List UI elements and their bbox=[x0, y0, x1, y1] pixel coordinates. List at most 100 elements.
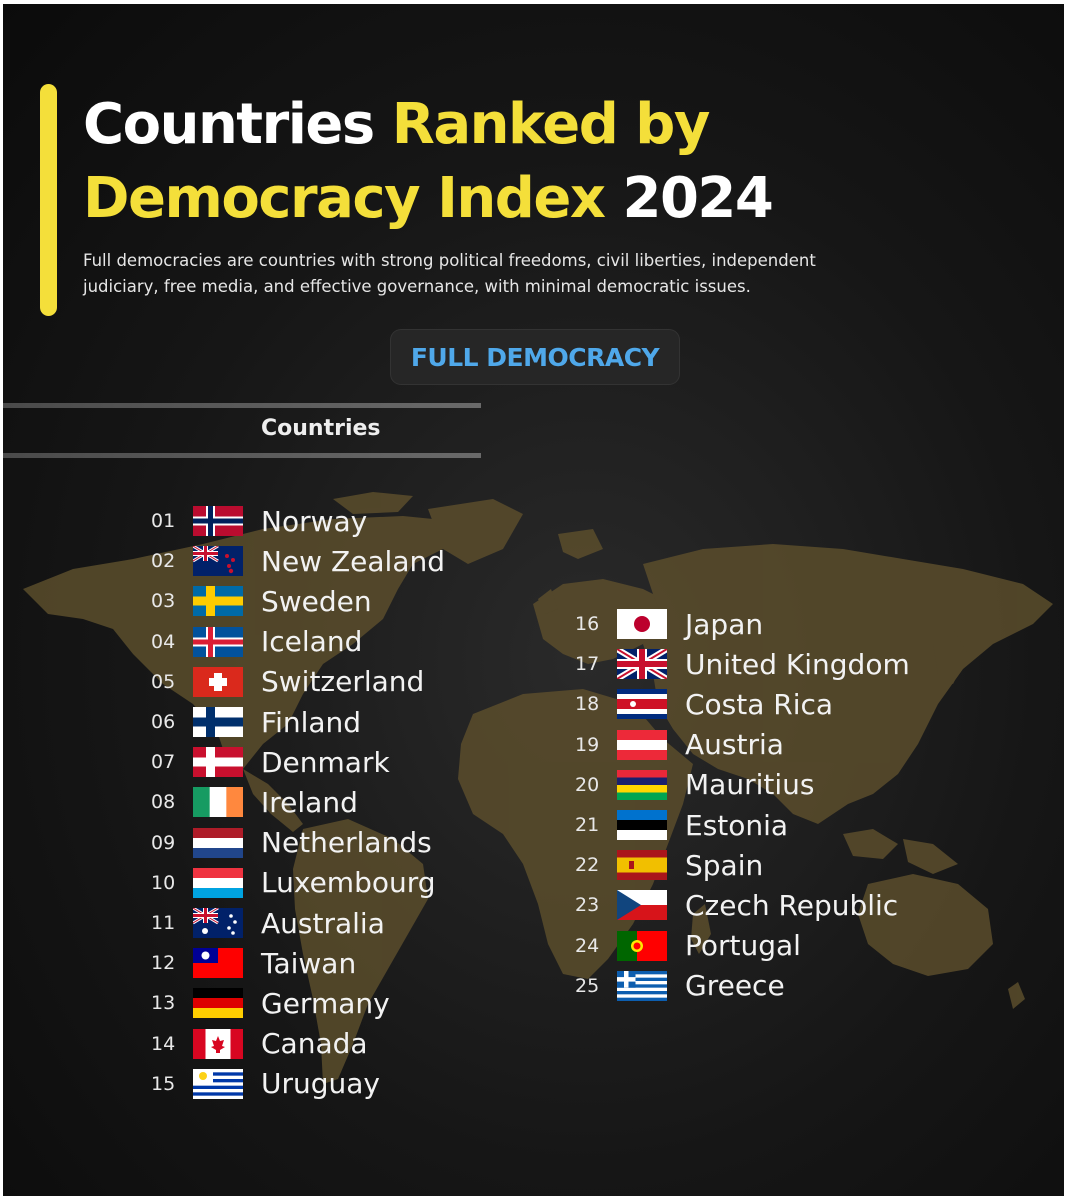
estonia-flag-icon bbox=[617, 810, 667, 840]
spain-flag-icon bbox=[617, 850, 667, 881]
country-name: Japan bbox=[685, 607, 764, 641]
country-rank: 25 bbox=[575, 974, 600, 997]
costa-rica-flag-icon bbox=[617, 689, 667, 720]
country-row: 09 Netherlands bbox=[151, 823, 432, 863]
country-rank: 09 bbox=[151, 831, 176, 854]
country-name: Czech Republic bbox=[685, 888, 899, 922]
country-name: Denmark bbox=[261, 745, 390, 779]
title-accent-bar bbox=[40, 84, 57, 316]
taiwan-flag-icon bbox=[193, 948, 243, 979]
country-rank: 05 bbox=[151, 670, 176, 693]
category-badge: FULL DEMOCRACY bbox=[391, 330, 679, 384]
country-rank: 13 bbox=[151, 992, 176, 1015]
country-name: United Kingdom bbox=[685, 647, 910, 681]
subtitle-line-1: Full democracies are countries with stro… bbox=[83, 251, 816, 270]
header-divider-top bbox=[3, 403, 481, 408]
country-rank: 17 bbox=[575, 653, 600, 676]
column-header: Countries bbox=[261, 416, 381, 441]
page-title: Countries Ranked by Democracy Index 2024 bbox=[83, 88, 774, 236]
country-row: 25 Greece bbox=[575, 966, 785, 1006]
title-ranked-by: Ranked by bbox=[391, 92, 711, 157]
australia-flag-icon bbox=[193, 908, 243, 938]
country-row: 21 Estonia bbox=[575, 805, 788, 845]
country-name: Sweden bbox=[261, 584, 372, 618]
country-name: Estonia bbox=[685, 808, 789, 842]
country-name: Costa Rica bbox=[685, 687, 834, 721]
country-row: 23 Czech Republic bbox=[575, 885, 898, 925]
country-row: 24 Portugal bbox=[575, 926, 801, 966]
country-row: 06 Finland bbox=[151, 702, 361, 742]
mauritius-flag-icon bbox=[617, 769, 667, 800]
iceland-flag-icon bbox=[193, 626, 243, 657]
country-rank: 08 bbox=[151, 791, 176, 814]
norway-flag-icon bbox=[193, 506, 243, 536]
czech-republic-flag-icon bbox=[617, 890, 667, 921]
country-name: Mauritius bbox=[685, 768, 815, 802]
country-row: 08 Ireland bbox=[151, 782, 358, 822]
country-name: Taiwan bbox=[261, 946, 357, 980]
country-rank: 15 bbox=[151, 1072, 176, 1095]
japan-flag-icon bbox=[617, 609, 667, 639]
country-rank: 24 bbox=[575, 934, 600, 957]
austria-flag-icon bbox=[617, 729, 667, 760]
country-rank: 06 bbox=[151, 711, 176, 733]
luxembourg-flag-icon bbox=[193, 867, 243, 898]
country-name: Uruguay bbox=[261, 1067, 380, 1101]
united-kingdom-flag-icon bbox=[617, 649, 667, 680]
country-rank: 02 bbox=[151, 550, 176, 573]
country-row: 11 Australia bbox=[151, 903, 385, 943]
country-rank: 14 bbox=[151, 1032, 176, 1055]
country-rank: 19 bbox=[575, 733, 600, 756]
uruguay-flag-icon bbox=[193, 1068, 243, 1099]
country-rank: 01 bbox=[151, 510, 176, 532]
country-rank: 04 bbox=[151, 630, 176, 653]
country-rank: 12 bbox=[151, 952, 176, 975]
country-row: 15 Uruguay bbox=[151, 1064, 380, 1104]
country-rank: 18 bbox=[575, 693, 600, 716]
country-row: 03 Sweden bbox=[151, 581, 372, 621]
country-row: 12 Taiwan bbox=[151, 943, 356, 983]
country-name: Canada bbox=[261, 1027, 368, 1061]
country-row: 19 Austria bbox=[575, 725, 784, 765]
country-name: Norway bbox=[261, 504, 368, 538]
country-row: 17 United Kingdom bbox=[575, 644, 910, 684]
country-name: Switzerland bbox=[261, 665, 425, 699]
country-rank: 16 bbox=[575, 613, 600, 635]
country-rank: 21 bbox=[575, 814, 600, 836]
country-row: 04 Iceland bbox=[151, 622, 362, 662]
country-name: Germany bbox=[261, 986, 390, 1020]
switzerland-flag-icon bbox=[193, 666, 243, 697]
country-name: Australia bbox=[261, 906, 385, 940]
country-name: Portugal bbox=[685, 929, 801, 963]
new-zealand-flag-icon bbox=[193, 546, 243, 577]
country-rank: 22 bbox=[575, 854, 600, 877]
country-rank: 20 bbox=[575, 773, 600, 796]
country-row: 02 New Zealand bbox=[151, 541, 445, 581]
country-rank: 23 bbox=[575, 894, 600, 917]
country-row: 14 Canada bbox=[151, 1024, 368, 1064]
infographic-frame: Countries Ranked by Democracy Index 2024… bbox=[3, 4, 1064, 1196]
country-row: 01 Norway bbox=[151, 501, 367, 541]
country-row: 16 Japan bbox=[575, 604, 763, 644]
country-name: Austria bbox=[685, 728, 784, 762]
country-name: Luxembourg bbox=[261, 866, 436, 900]
country-rank: 03 bbox=[151, 590, 176, 613]
country-name: Netherlands bbox=[261, 826, 432, 860]
country-row: 05 Switzerland bbox=[151, 662, 424, 702]
country-name: Iceland bbox=[261, 625, 363, 659]
sweden-flag-icon bbox=[193, 586, 243, 617]
subtitle-line-2: judiciary, free media, and effective gov… bbox=[83, 277, 751, 296]
ireland-flag-icon bbox=[193, 787, 243, 818]
country-name: Spain bbox=[685, 848, 764, 882]
title-democracy-index: Democracy Index bbox=[83, 166, 606, 231]
country-row: 07 Denmark bbox=[151, 742, 390, 782]
country-row: 10 Luxembourg bbox=[151, 863, 436, 903]
title-year: 2024 bbox=[622, 166, 773, 231]
country-name: Greece bbox=[685, 969, 785, 1003]
canada-flag-icon bbox=[193, 1028, 243, 1059]
denmark-flag-icon bbox=[193, 747, 243, 778]
country-row: 13 Germany bbox=[151, 983, 390, 1023]
country-row: 18 Costa Rica bbox=[575, 684, 833, 724]
title-word-countries: Countries bbox=[83, 92, 375, 157]
germany-flag-icon bbox=[193, 988, 243, 1019]
